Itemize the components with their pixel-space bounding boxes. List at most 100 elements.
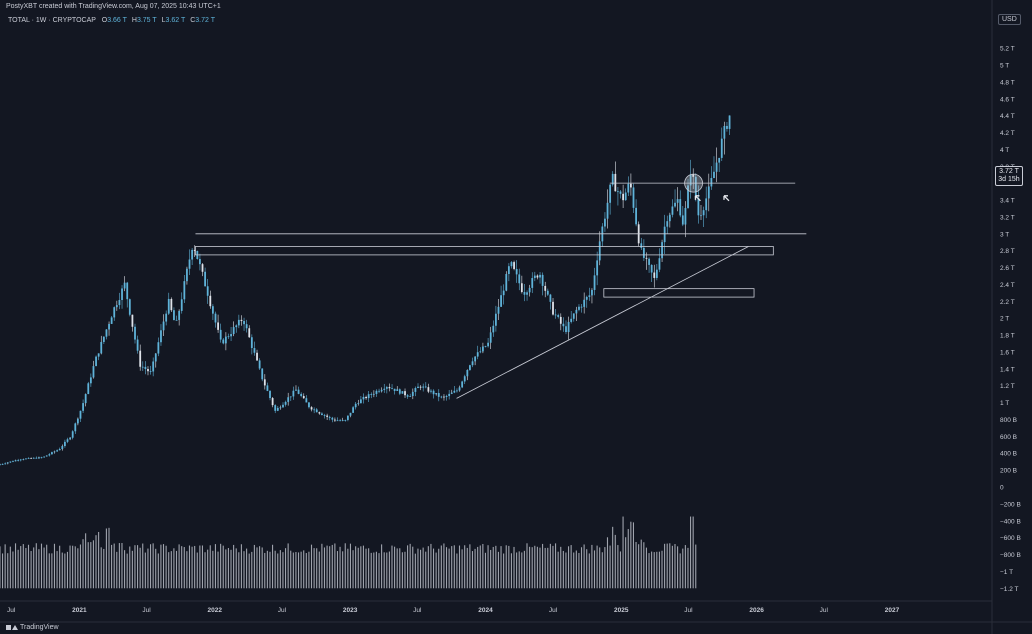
volume-bar <box>622 516 624 589</box>
volume-bar <box>59 545 61 589</box>
volume-bar <box>111 544 113 589</box>
candle-body <box>567 321 570 333</box>
candle-body <box>222 339 225 344</box>
volume-bar <box>492 546 494 589</box>
candle-body <box>261 368 264 380</box>
volume-bar <box>375 551 377 589</box>
candle-body <box>269 390 271 399</box>
candle-body <box>653 272 656 278</box>
candle-body <box>479 351 482 353</box>
ohlc-open-value: 3.66 T <box>107 17 127 24</box>
candle-body <box>575 309 578 314</box>
candle-body <box>235 325 238 328</box>
candle-body <box>614 173 617 192</box>
volume-bar <box>131 550 133 589</box>
volume-bar <box>482 543 484 589</box>
candle-body <box>118 300 121 306</box>
volume-bar <box>277 553 279 589</box>
volume-bar <box>651 551 653 589</box>
candle-body <box>27 457 30 459</box>
candle-body <box>69 437 72 440</box>
candle-body <box>87 383 90 395</box>
tradingview-footer[interactable]: TradingView <box>6 624 59 631</box>
candle-body <box>43 456 46 458</box>
volume-bar <box>7 553 9 589</box>
candle-body <box>528 287 531 293</box>
volume-bar <box>360 546 362 589</box>
candle-body <box>720 138 723 158</box>
candle-body <box>632 187 635 208</box>
candle-body <box>214 313 217 323</box>
volume-bar <box>477 546 479 589</box>
volume-bar <box>199 545 201 589</box>
volume-bar <box>194 545 196 589</box>
candle-body <box>526 292 528 295</box>
volume-bar <box>248 553 250 589</box>
candle-body <box>245 324 248 329</box>
volume-bar <box>183 547 185 589</box>
volume-bar <box>456 553 458 589</box>
candle-body <box>611 173 614 185</box>
candle-body <box>219 329 222 340</box>
volume-bar <box>479 545 481 589</box>
candle-body <box>354 403 357 408</box>
candle-body <box>622 193 625 201</box>
price-axis-tick-label: 3.2 T <box>1000 214 1015 221</box>
volume-bar <box>435 552 437 589</box>
volume-bar <box>92 540 94 589</box>
volume-bar <box>297 552 300 589</box>
currency-button[interactable]: USD <box>998 14 1021 25</box>
volume-bar <box>503 553 505 589</box>
candle-body <box>450 392 453 394</box>
volume-bar <box>484 552 487 589</box>
candle-body <box>147 369 149 372</box>
candle-body <box>591 289 593 296</box>
candle-body <box>92 366 95 378</box>
volume-bar <box>137 545 139 589</box>
candle-body <box>84 394 87 404</box>
candle-body <box>352 407 354 413</box>
volume-bar <box>313 548 315 589</box>
candle-body <box>378 390 380 392</box>
time-axis-tick-label: 2023 <box>343 607 358 614</box>
price-axis-tick-label: 4.6 T <box>1000 96 1015 103</box>
volume-bar <box>233 544 235 589</box>
candle-body <box>456 390 458 392</box>
volume-bar <box>679 553 681 589</box>
volume-bar <box>391 545 393 589</box>
time-axis-tick-label: Jul <box>142 607 151 614</box>
price-axis-tick-label: 800 B <box>1000 417 1017 424</box>
candle-body <box>692 174 695 177</box>
candle-body <box>6 462 9 464</box>
volume-bar <box>235 548 237 589</box>
candle-body <box>515 268 518 275</box>
candle-body <box>648 258 650 265</box>
candle-body <box>141 366 144 368</box>
volume-bar <box>453 545 455 589</box>
candle-body <box>635 207 637 225</box>
volume-bar <box>336 551 339 589</box>
candle-body <box>362 396 365 400</box>
price-axis-tick-label: −400 B <box>1000 518 1021 525</box>
ascending-trendline <box>456 246 749 399</box>
volume-bar <box>562 550 564 589</box>
candle-body <box>482 346 484 352</box>
candle-body <box>687 185 689 208</box>
price-axis-tick-label: −800 B <box>1000 552 1021 559</box>
candle-body <box>463 376 466 382</box>
volume-bar <box>253 544 255 589</box>
volume-bar <box>666 543 668 589</box>
volume-bar <box>46 544 48 589</box>
candle-body <box>414 388 417 392</box>
candle-body <box>258 360 261 369</box>
volume-bar <box>105 528 107 589</box>
volume-bar <box>432 548 435 589</box>
candle-body <box>624 192 627 201</box>
candle-body <box>271 398 274 406</box>
volume-bar <box>230 549 232 589</box>
candle-body <box>224 336 227 344</box>
volume-bar <box>523 550 525 589</box>
candle-body <box>469 365 471 370</box>
candle-body <box>458 387 461 391</box>
